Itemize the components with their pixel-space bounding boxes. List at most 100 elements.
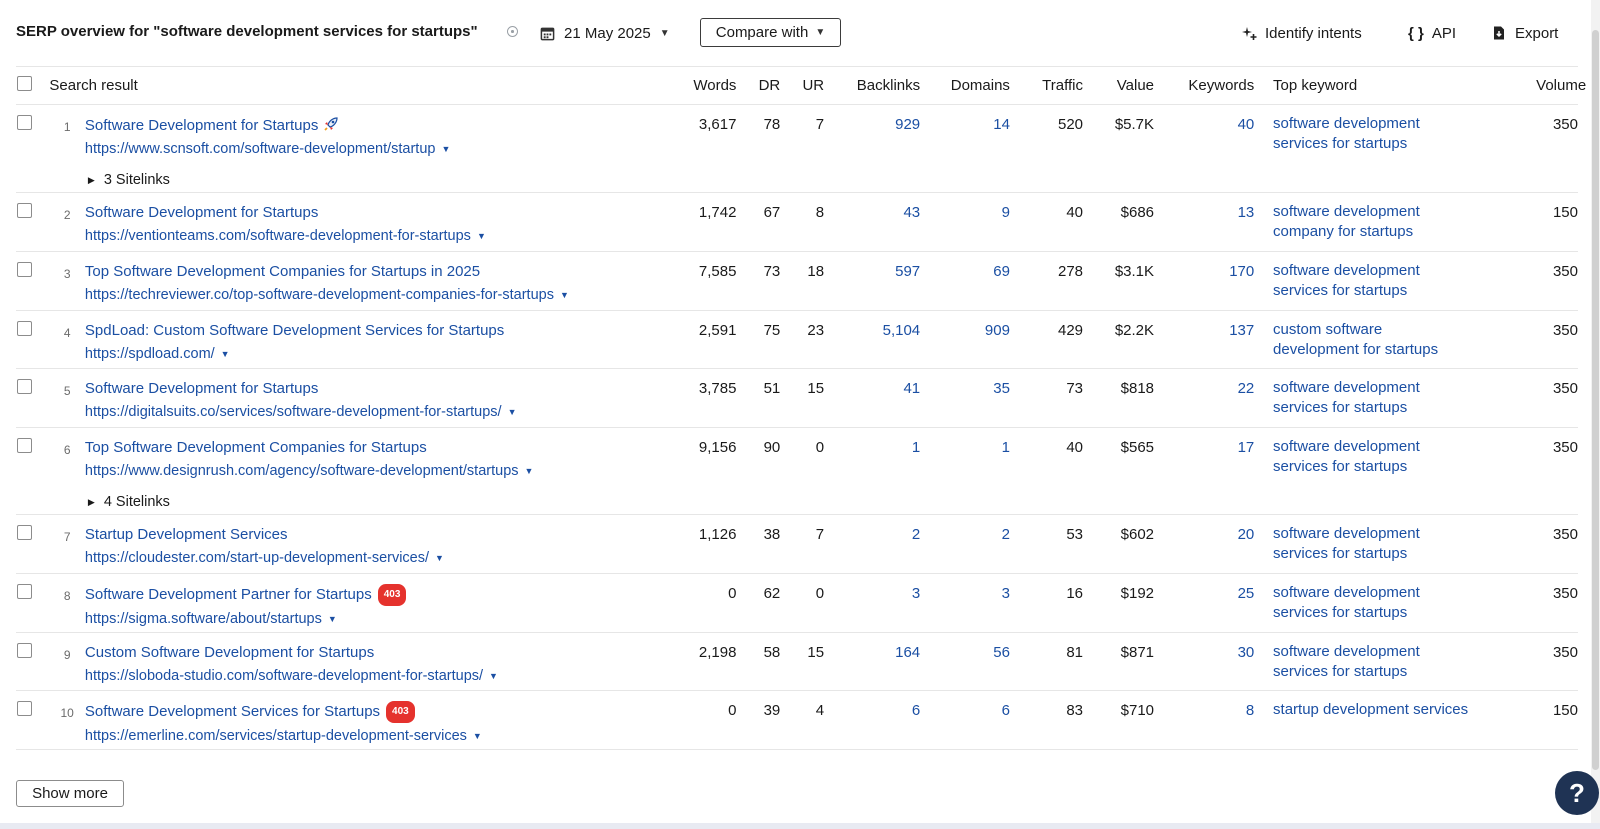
domains-link[interactable]: 2: [920, 514, 1010, 574]
result-url-link[interactable]: https://techreviewer.co/top-software-dev…: [85, 285, 649, 305]
top-keyword-link[interactable]: software development services for startu…: [1273, 584, 1420, 621]
chevron-down-icon[interactable]: ▼: [559, 290, 569, 300]
domains-link[interactable]: 1: [920, 427, 1010, 515]
result-title-link[interactable]: Top Software Development Companies for S…: [84, 263, 481, 280]
row-checkbox[interactable]: [17, 262, 32, 277]
backlinks-link[interactable]: 929: [824, 104, 921, 193]
result-url-link[interactable]: https://digitalsuits.co/services/softwar…: [85, 402, 649, 422]
keywords-link[interactable]: 20: [1154, 514, 1255, 574]
chevron-down-icon[interactable]: ▼: [327, 614, 337, 624]
col-keywords[interactable]: Keywords: [1154, 66, 1255, 105]
date-picker[interactable]: 21 May 2025 ▼: [540, 22, 670, 44]
chevron-down-icon[interactable]: ▼: [441, 144, 451, 154]
result-url-link[interactable]: https://www.scnsoft.com/software-develop…: [85, 139, 649, 159]
col-value[interactable]: Value: [1083, 66, 1155, 105]
col-volume[interactable]: Volume: [1536, 66, 1586, 105]
keywords-link[interactable]: 170: [1154, 251, 1255, 311]
compare-with-button[interactable]: Compare with ▼: [700, 18, 841, 47]
result-title-link[interactable]: Software Development for Startups: [84, 380, 319, 397]
row-checkbox[interactable]: [17, 525, 32, 540]
keywords-link[interactable]: 13: [1154, 192, 1255, 252]
top-keyword-link[interactable]: startup development services: [1273, 701, 1469, 718]
backlinks-link[interactable]: 2: [824, 514, 921, 574]
domains-link[interactable]: 35: [920, 368, 1010, 428]
keywords-link[interactable]: 25: [1154, 573, 1255, 633]
col-traffic[interactable]: Traffic: [1009, 66, 1084, 105]
row-checkbox[interactable]: [17, 438, 32, 453]
keywords-link[interactable]: 40: [1154, 104, 1255, 193]
chevron-down-icon[interactable]: ▼: [472, 731, 482, 741]
result-title-link[interactable]: Custom Software Development for Startups: [84, 644, 375, 661]
backlinks-link[interactable]: 5,104: [824, 310, 921, 369]
row-checkbox[interactable]: [17, 643, 32, 658]
sitelinks-toggle[interactable]: ▶ 3 Sitelinks: [85, 170, 649, 190]
col-backlinks[interactable]: Backlinks: [824, 66, 921, 105]
backlinks-link[interactable]: 41: [824, 368, 921, 428]
identify-intents-button[interactable]: Identify intents: [1241, 22, 1362, 44]
backlinks-link[interactable]: 3: [824, 573, 921, 633]
help-button[interactable]: ?: [1555, 771, 1599, 815]
export-button[interactable]: Export: [1491, 22, 1558, 44]
keywords-link[interactable]: 30: [1154, 632, 1255, 691]
top-keyword-link[interactable]: software development services for startu…: [1273, 379, 1420, 416]
chevron-down-icon[interactable]: ▼: [524, 466, 534, 476]
backlinks-link[interactable]: 6: [824, 690, 921, 750]
result-url-link[interactable]: https://www.designrush.com/agency/softwa…: [85, 461, 649, 481]
keywords-link[interactable]: 137: [1154, 310, 1255, 369]
row-checkbox[interactable]: [17, 701, 32, 716]
row-checkbox[interactable]: [17, 584, 32, 599]
col-top-keyword[interactable]: Top keyword: [1273, 66, 1537, 105]
top-keyword-link[interactable]: software development services for startu…: [1273, 115, 1420, 152]
result-url-link[interactable]: https://spdload.com/ ▼: [85, 344, 649, 364]
top-keyword-link[interactable]: software development services for startu…: [1273, 643, 1420, 680]
select-all-checkbox[interactable]: [17, 76, 32, 91]
top-keyword-link[interactable]: software development company for startup…: [1273, 203, 1420, 240]
api-button[interactable]: { } API: [1408, 22, 1456, 44]
col-ur[interactable]: UR: [780, 66, 825, 105]
result-title-link[interactable]: SpdLoad: Custom Software Development Ser…: [84, 322, 505, 339]
chevron-down-icon[interactable]: ▼: [476, 231, 486, 241]
domains-link[interactable]: 56: [920, 632, 1010, 691]
col-dr[interactable]: DR: [736, 66, 781, 105]
top-keyword-link[interactable]: custom software development for startups: [1273, 321, 1439, 358]
domains-link[interactable]: 909: [920, 310, 1010, 369]
domains-link[interactable]: 3: [920, 573, 1010, 633]
row-checkbox[interactable]: [17, 203, 32, 218]
top-keyword-link[interactable]: software development services for startu…: [1273, 438, 1420, 475]
chevron-down-icon[interactable]: ▼: [435, 553, 444, 563]
row-checkbox[interactable]: [17, 115, 32, 130]
result-url-link[interactable]: https://ventionteams.com/software-develo…: [85, 226, 649, 246]
domains-link[interactable]: 6: [920, 690, 1010, 750]
keywords-link[interactable]: 22: [1154, 368, 1255, 428]
backlinks-link[interactable]: 597: [824, 251, 921, 311]
keywords-link[interactable]: 17: [1154, 427, 1255, 515]
result-title-link[interactable]: Startup Development Services: [84, 526, 288, 543]
result-title-link[interactable]: Software Development Services for Startu…: [84, 703, 381, 720]
col-search-result[interactable]: Search result: [49, 66, 649, 105]
backlinks-link[interactable]: 1: [824, 427, 921, 515]
sitelinks-toggle[interactable]: ▶ 4 Sitelinks: [85, 492, 649, 512]
row-checkbox[interactable]: [17, 379, 32, 394]
domains-link[interactable]: 69: [920, 251, 1010, 311]
backlinks-link[interactable]: 43: [824, 192, 921, 252]
result-url-link[interactable]: https://sigma.software/about/startups ▼: [85, 609, 649, 629]
domains-link[interactable]: 9: [920, 192, 1010, 252]
backlinks-link[interactable]: 164: [824, 632, 921, 691]
show-more-button[interactable]: Show more: [16, 780, 124, 807]
result-title-link[interactable]: Software Development for Startups: [84, 117, 319, 134]
result-title-link[interactable]: Top Software Development Companies for S…: [84, 439, 427, 456]
result-title-link[interactable]: Software Development Partner for Startup…: [84, 586, 372, 603]
row-checkbox[interactable]: [17, 321, 32, 336]
result-url-link[interactable]: https://emerline.com/services/startup-de…: [85, 726, 649, 746]
col-domains[interactable]: Domains: [920, 66, 1010, 105]
info-icon[interactable]: [507, 26, 518, 37]
top-keyword-link[interactable]: software development services for startu…: [1273, 525, 1420, 562]
result-title-link[interactable]: Software Development for Startups: [84, 204, 319, 221]
top-keyword-link[interactable]: software development services for startu…: [1273, 262, 1420, 299]
scrollbar-thumb[interactable]: [1592, 30, 1599, 770]
result-url-link[interactable]: https://cloudester.com/start-up-developm…: [85, 548, 649, 568]
col-words[interactable]: Words: [648, 66, 737, 105]
chevron-down-icon[interactable]: ▼: [220, 349, 230, 359]
result-url-link[interactable]: https://sloboda-studio.com/software-deve…: [85, 666, 649, 686]
chevron-down-icon[interactable]: ▼: [507, 407, 517, 417]
